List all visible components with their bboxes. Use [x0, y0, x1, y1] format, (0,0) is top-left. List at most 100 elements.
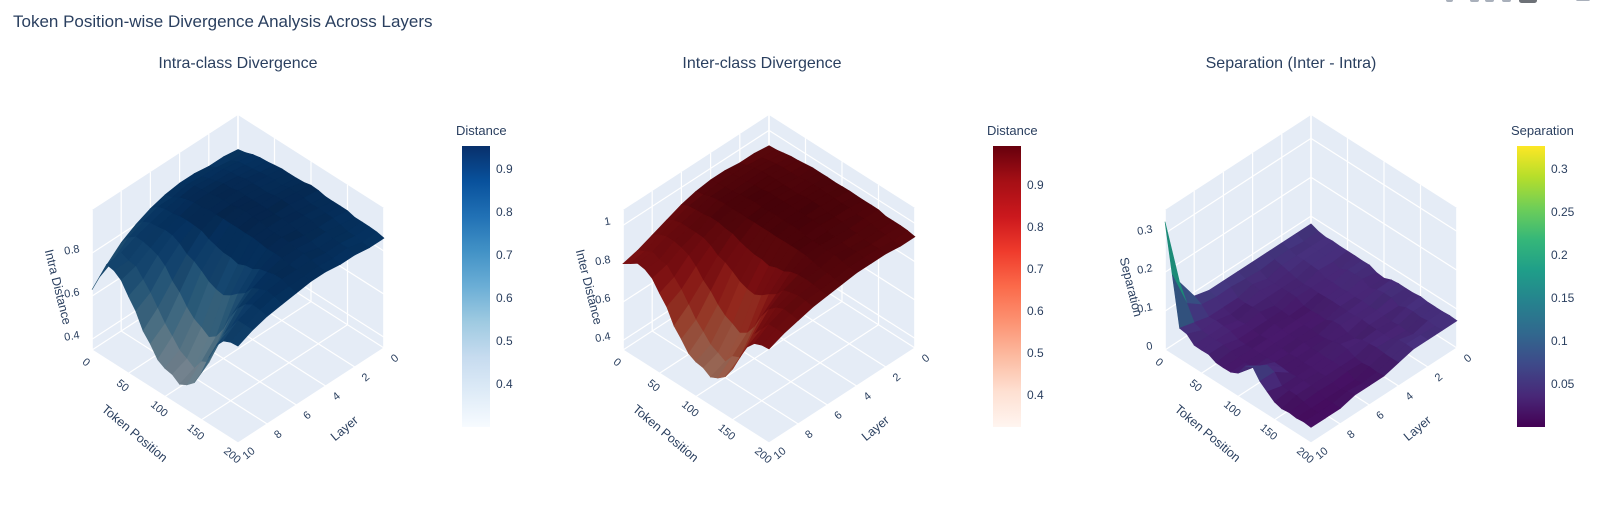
z-tick-label: 0.3 [1136, 223, 1153, 237]
y-tick-label: 4 [861, 390, 873, 403]
grid-line [1310, 137, 1458, 232]
modebar-icon-fragment[interactable] [1470, 0, 1479, 2]
modebar-icon-fragment[interactable] [1576, 0, 1590, 1]
z-tick-label: 0.6 [63, 286, 80, 300]
colorbar-tick-label: 0.05 [1551, 377, 1575, 392]
colorbar-tick-label: 0.7 [496, 247, 513, 262]
y-tick-label: 6 [1374, 409, 1386, 422]
x-tick-label: 50 [645, 377, 662, 394]
colorbar-inter: 0.9 0.8 0.7 0.6 0.5 0.4 [993, 146, 1044, 427]
y-tick-label: 0 [389, 352, 401, 365]
colorbar-intra: 0.9 0.8 0.7 0.6 0.5 0.4 [462, 146, 513, 427]
colorbar-title-inter: Distance [987, 123, 1038, 138]
subplot-title-inter: Inter-class Divergence [682, 55, 842, 72]
grid-line [768, 347, 916, 444]
colorbar-tick-label: 0.4 [1027, 388, 1044, 403]
colorbar-title-separation: Separation [1511, 123, 1574, 138]
colorbar-tick-label: 0.3 [1551, 162, 1568, 177]
grid-line [1164, 349, 1312, 444]
colorbar-tick-label: 0.7 [1027, 262, 1044, 277]
y-axis-title: Layer [859, 413, 892, 444]
grid-line [622, 129, 770, 226]
colorbar-tick-label: 0.8 [496, 204, 513, 219]
y-tick-label: 6 [301, 409, 313, 422]
modebar-icons-partial[interactable] [1440, 0, 1600, 6]
z-tick-label: 0.8 [63, 243, 80, 257]
colorbar-tick-label: 0.2 [1551, 248, 1568, 263]
y-tick-label: 8 [272, 428, 284, 441]
surface-cell [1303, 412, 1327, 428]
y-tick-label: 4 [1403, 390, 1415, 403]
x-tick-label: 150 [185, 422, 207, 443]
grid-line [651, 330, 799, 425]
colorbar-tick-label: 0.4 [496, 376, 513, 391]
colorbar-tick-label: 0.1 [1551, 334, 1568, 349]
y-tick-label: 2 [1433, 371, 1445, 384]
y-tick-label: 10 [241, 445, 258, 462]
subplot-title-intra: Intra-class Divergence [158, 55, 318, 72]
surface-cell [761, 328, 785, 350]
y-tick-label: 10 [1314, 445, 1331, 462]
y-tick-label: 10 [772, 445, 789, 462]
colorbar-tick-label: 0.5 [1027, 346, 1044, 361]
colorbar-tick-label: 0.15 [1551, 291, 1575, 306]
y-axis-title: Layer [328, 413, 361, 444]
figure-title: Token Position-wise Divergence Analysis … [13, 12, 433, 31]
z-tick-label: 0 [1145, 340, 1153, 353]
x-tick-label: 100 [1221, 399, 1243, 420]
x-tick-label: 150 [716, 422, 738, 443]
grid-line [1164, 137, 1312, 234]
x-tick-label: 100 [679, 399, 701, 420]
z-tick-label: 0.4 [63, 329, 80, 343]
y-tick-label: 2 [360, 371, 372, 384]
y-tick-label: 8 [1345, 428, 1357, 441]
x-tick-label: 150 [1258, 422, 1280, 443]
x-tick-label: 0 [611, 356, 623, 369]
grid-line [1164, 176, 1312, 273]
colorbar-tick-label: 0.8 [1027, 220, 1044, 235]
grid-line [201, 324, 348, 421]
z-tick-label: 0.1 [1136, 301, 1153, 315]
y-tick-label: 2 [891, 371, 903, 384]
z-tick-label: 1 [603, 215, 611, 228]
x-tick-label: 100 [148, 399, 170, 420]
colorbar-tick-label: 0.5 [496, 333, 513, 348]
surface[interactable] [91, 149, 385, 386]
modebar-icon-fragment[interactable] [1446, 0, 1453, 2]
modebar-icon-fragment[interactable] [1502, 0, 1511, 2]
grid-line [237, 347, 385, 444]
grid-line [732, 324, 879, 421]
surface[interactable] [1164, 221, 1458, 428]
z-tick-label: 0.6 [594, 292, 611, 306]
x-tick-label: 200 [752, 445, 774, 466]
y-tick-label: 0 [920, 352, 932, 365]
colorbar-separation: 0.3 0.25 0.2 0.15 0.1 0.05 [1517, 146, 1574, 427]
surface[interactable] [622, 145, 916, 379]
modebar-icon-fragment[interactable] [1519, 0, 1537, 3]
y-tick-label: 4 [330, 390, 342, 403]
z-tick-label: 0.8 [594, 254, 611, 268]
x-tick-label: 200 [1294, 445, 1316, 466]
z-tick-label: 0.4 [594, 331, 611, 345]
subplot-title-separation: Separation (Inter - Intra) [1205, 55, 1377, 72]
grid-line [1310, 215, 1458, 310]
x-tick-label: 200 [221, 445, 243, 466]
colorbar-title-intra: Distance [456, 123, 507, 138]
grid-line [91, 349, 239, 444]
grid-line [1310, 347, 1458, 444]
grid-line [622, 349, 770, 444]
grid-line [1310, 176, 1458, 271]
x-tick-label: 0 [80, 356, 92, 369]
y-tick-label: 0 [1462, 352, 1474, 365]
modebar-icon-fragment[interactable] [1485, 0, 1494, 2]
z-tick-label: 0.2 [1136, 262, 1153, 276]
colorbar-tick-label: 0.9 [496, 161, 513, 176]
colorbar-tick-label: 0.9 [1027, 178, 1044, 193]
colorbar-tick-label: 0.6 [1027, 304, 1044, 319]
colorbar-tick-label: 0.6 [496, 290, 513, 305]
